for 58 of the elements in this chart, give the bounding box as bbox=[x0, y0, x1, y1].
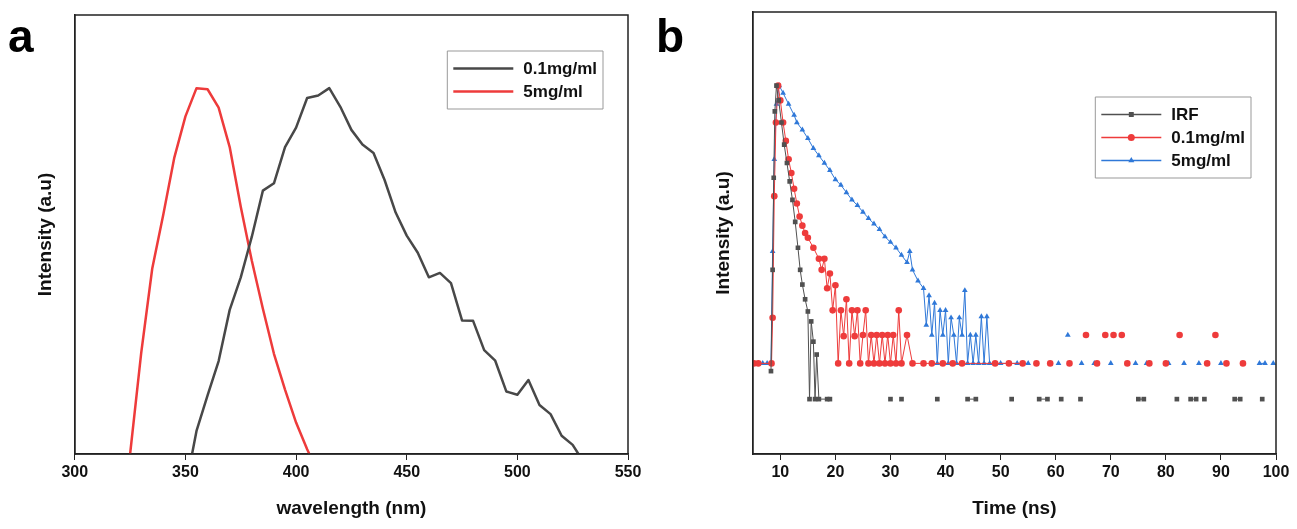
x-tick-label: 70 bbox=[1101, 463, 1120, 481]
point bbox=[934, 396, 940, 402]
x-tick-label: 40 bbox=[936, 463, 955, 481]
x-tick-label: 60 bbox=[1046, 463, 1065, 481]
point bbox=[770, 267, 775, 273]
point bbox=[899, 396, 904, 402]
point bbox=[771, 175, 777, 181]
point bbox=[790, 197, 795, 203]
point bbox=[772, 109, 778, 114]
point bbox=[805, 309, 811, 314]
x-axis-title: Time (ns) bbox=[972, 496, 1057, 518]
x-tick-label: 300 bbox=[61, 463, 89, 481]
legend-label: 5mg/ml bbox=[523, 82, 583, 102]
point bbox=[965, 396, 970, 402]
point bbox=[1045, 396, 1050, 402]
point bbox=[1237, 396, 1243, 402]
legend-label: 5mg/ml bbox=[1171, 151, 1231, 171]
point bbox=[1259, 396, 1265, 402]
point bbox=[795, 245, 801, 251]
point bbox=[1202, 396, 1207, 402]
point bbox=[802, 296, 808, 302]
point bbox=[800, 282, 805, 287]
point bbox=[1232, 396, 1238, 402]
x-tick-label: 80 bbox=[1156, 463, 1175, 481]
x-tick-label: 350 bbox=[172, 463, 199, 481]
chart-title: a bbox=[8, 9, 34, 62]
point bbox=[814, 352, 820, 357]
x-tick-label: 100 bbox=[1262, 463, 1290, 481]
point bbox=[1135, 396, 1141, 402]
point bbox=[1009, 396, 1014, 402]
point bbox=[1188, 396, 1193, 402]
x-tick-label: 10 bbox=[771, 463, 790, 481]
y-axis-title: Intensity (a.u) bbox=[711, 171, 733, 295]
point bbox=[807, 396, 812, 402]
point bbox=[888, 396, 893, 402]
legend-label: 0.1mg/ml bbox=[523, 59, 598, 79]
x-tick-label: 450 bbox=[393, 463, 421, 481]
y-axis-title: Intensity (a.u) bbox=[33, 172, 55, 297]
x-axis-title: wavelength (nm) bbox=[275, 496, 427, 518]
point bbox=[1078, 396, 1083, 402]
point bbox=[811, 339, 816, 344]
point bbox=[787, 179, 793, 184]
x-tick-label: 30 bbox=[881, 463, 900, 481]
point bbox=[1036, 396, 1042, 402]
x-tick-label: 20 bbox=[826, 463, 845, 481]
point bbox=[1058, 396, 1064, 402]
legend-label: 0.1mg/ml bbox=[1171, 128, 1246, 148]
chart-title: b bbox=[656, 9, 685, 62]
x-tick-label: 550 bbox=[614, 463, 642, 481]
x-tick-label: 90 bbox=[1212, 463, 1230, 481]
x-tick-label: 500 bbox=[504, 463, 531, 481]
x-tick-label: 400 bbox=[282, 463, 310, 481]
point bbox=[792, 219, 798, 225]
point bbox=[808, 319, 814, 324]
point bbox=[1141, 396, 1147, 402]
point bbox=[781, 142, 787, 147]
x-tick-label: 50 bbox=[991, 463, 1010, 481]
legend-label: IRF bbox=[1171, 105, 1199, 125]
